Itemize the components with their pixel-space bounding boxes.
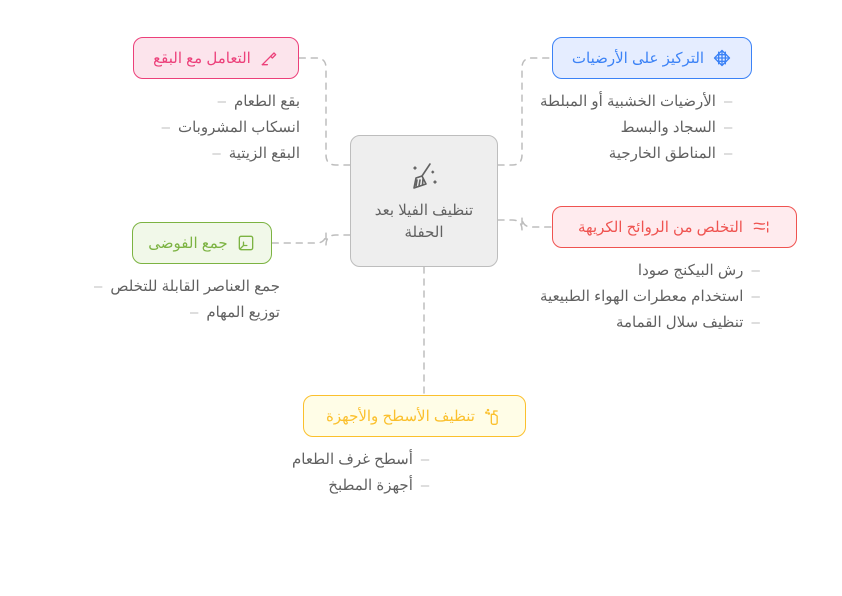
gather-icon — [236, 233, 256, 253]
branch-gather: جمع الفوضى — [132, 222, 272, 264]
stains-items: –بقع الطعام–انسكاب المشروبات–البقع الزيت… — [162, 92, 300, 162]
floors-label: التركيز على الأرضيات — [572, 49, 704, 67]
stains-label: التعامل مع البقع — [153, 49, 251, 67]
dash-icon: – — [94, 278, 102, 295]
odors-icon — [751, 217, 771, 237]
list-item: –تنظيف سلال القمامة — [540, 313, 760, 331]
mindmap-canvas: تنظيف الفيلا بعد الحفلة التركيز على الأر… — [0, 0, 842, 596]
dash-icon: – — [751, 262, 759, 279]
item-text: أجهزة المطبخ — [328, 476, 413, 494]
list-item: –استخدام معطرات الهواء الطبيعية — [540, 287, 760, 305]
stains-icon — [259, 48, 279, 68]
dash-icon: – — [724, 119, 732, 136]
branch-odors: التخلص من الروائح الكريهة — [552, 206, 797, 248]
list-item: –الأرضيات الخشبية أو المبلطة — [540, 92, 732, 110]
list-item: –المناطق الخارجية — [540, 144, 732, 162]
broom-icon — [406, 158, 442, 194]
item-text: استخدام معطرات الهواء الطبيعية — [540, 287, 743, 305]
dash-icon: – — [212, 145, 220, 162]
item-text: تنظيف سلال القمامة — [616, 313, 743, 331]
odors-items: –رش البيكنج صودا–استخدام معطرات الهواء ا… — [540, 261, 760, 331]
list-item: –أجهزة المطبخ — [292, 476, 429, 494]
odors-label: التخلص من الروائح الكريهة — [578, 218, 743, 236]
branch-floors: التركيز على الأرضيات — [552, 37, 752, 79]
item-text: السجاد والبسط — [621, 118, 716, 136]
item-text: البقع الزيتية — [229, 144, 300, 162]
dash-icon: – — [724, 145, 732, 162]
item-text: رش البيكنج صودا — [638, 261, 744, 279]
branch-surfaces: تنظيف الأسطح والأجهزة — [303, 395, 526, 437]
dash-icon: – — [421, 451, 429, 468]
list-item: –توزيع المهام — [190, 303, 280, 321]
list-item: –جمع العناصر القابلة للتخلص — [94, 277, 280, 295]
item-text: انسكاب المشروبات — [178, 118, 300, 136]
list-item: –البقع الزيتية — [212, 144, 300, 162]
item-text: توزيع المهام — [206, 303, 280, 321]
dash-icon: – — [190, 304, 198, 321]
list-item: –رش البيكنج صودا — [540, 261, 760, 279]
branch-stains: التعامل مع البقع — [133, 37, 299, 79]
item-text: جمع العناصر القابلة للتخلص — [110, 277, 280, 295]
surfaces-items: –أسطح غرف الطعام–أجهزة المطبخ — [292, 450, 429, 494]
center-node: تنظيف الفيلا بعد الحفلة — [350, 135, 498, 267]
dash-icon: – — [751, 314, 759, 331]
dash-icon: – — [421, 477, 429, 494]
dash-icon: – — [751, 288, 759, 305]
list-item: –السجاد والبسط — [540, 118, 732, 136]
item-text: أسطح غرف الطعام — [292, 450, 413, 468]
gather-items: –جمع العناصر القابلة للتخلص–توزيع المهام — [94, 277, 280, 321]
surfaces-label: تنظيف الأسطح والأجهزة — [326, 407, 475, 425]
dash-icon: – — [162, 119, 170, 136]
dash-icon: – — [724, 93, 732, 110]
floors-icon — [712, 48, 732, 68]
list-item: –بقع الطعام — [218, 92, 300, 110]
center-label: تنظيف الفيلا بعد الحفلة — [365, 200, 483, 245]
list-item: –انسكاب المشروبات — [162, 118, 300, 136]
list-item: –أسطح غرف الطعام — [292, 450, 429, 468]
item-text: المناطق الخارجية — [609, 144, 716, 162]
gather-label: جمع الفوضى — [148, 234, 227, 252]
surfaces-icon — [483, 406, 503, 426]
floors-items: –الأرضيات الخشبية أو المبلطة–السجاد والب… — [540, 92, 732, 162]
item-text: بقع الطعام — [234, 92, 300, 110]
dash-icon: – — [218, 93, 226, 110]
item-text: الأرضيات الخشبية أو المبلطة — [540, 92, 716, 110]
